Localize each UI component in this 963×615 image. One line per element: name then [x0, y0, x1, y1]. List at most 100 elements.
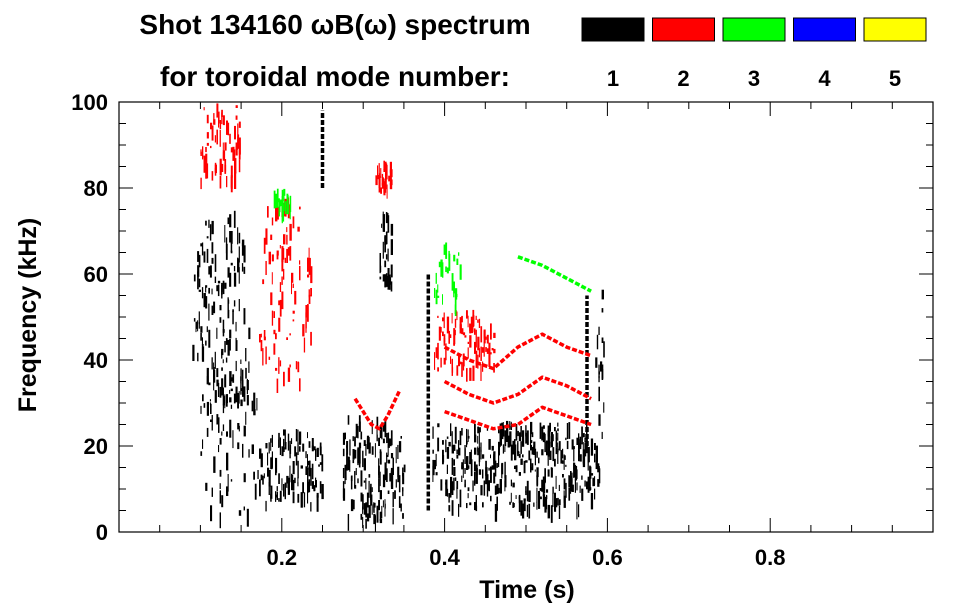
mode-1-pixel — [579, 485, 581, 493]
mode-1-pixel — [303, 492, 306, 508]
mode-2-pixel — [216, 103, 219, 118]
mode-3-pixel — [446, 267, 449, 274]
mode-1-pixel — [530, 458, 532, 473]
mode-2-pixel — [289, 333, 291, 336]
mode-1-pixel — [573, 463, 575, 470]
mode-2-pixel — [203, 155, 206, 173]
mode-1-pixel — [570, 491, 572, 494]
mode-2-pixel — [234, 171, 237, 189]
mode-1-pixel — [205, 296, 208, 309]
mode-1-pixel — [514, 465, 517, 469]
mode-1-pixel — [474, 461, 476, 471]
mode-1-pixel — [201, 242, 204, 256]
mode-2-pixel — [230, 175, 233, 193]
mode-1-pixel — [230, 404, 233, 409]
mode-1-pixel — [437, 437, 440, 452]
mode-1-pixel — [243, 386, 246, 402]
mode-2-pixel — [281, 258, 284, 272]
mode-1-pixel — [568, 422, 571, 439]
mode-1-pixel — [229, 338, 231, 351]
mode-1-pixel — [230, 388, 233, 392]
mode-1-pixel — [536, 475, 539, 487]
mode-1-pixel — [235, 337, 237, 351]
mode-2-pixel — [238, 159, 241, 173]
mode-1-pixel — [219, 469, 222, 477]
mode-1-pixel — [193, 274, 196, 282]
mode-1-pixel — [240, 368, 242, 381]
mode-1-pixel — [243, 473, 246, 483]
mode-1-pixel — [379, 490, 382, 500]
mode-1-pixel — [541, 426, 544, 441]
mode-1-pixel — [347, 415, 350, 425]
mode-2-pixel — [472, 322, 474, 332]
mode-2-pixel — [459, 317, 462, 334]
mode-1-pixel — [237, 423, 240, 430]
series-mode-1 — [192, 110, 605, 532]
mode-1-pixel — [522, 503, 525, 519]
mode-1-pixel — [381, 223, 383, 228]
mode-1-pixel — [571, 472, 573, 483]
mode-1-pixel — [446, 447, 450, 459]
mode-2-pixel — [450, 356, 452, 364]
mode-2-pixel — [200, 177, 202, 190]
mode-1-pixel — [366, 492, 369, 508]
mode-1-pixel — [216, 327, 218, 339]
mode-2-pixel — [378, 163, 380, 181]
mode-1-pixel — [562, 460, 564, 464]
mode-1-pixel — [464, 445, 466, 456]
mode-1-pixel — [225, 395, 228, 407]
mode-1-pixel — [598, 466, 600, 471]
mode-1-pixel — [526, 430, 529, 445]
mode-3-pixel — [456, 258, 459, 265]
mode-1-pixel — [270, 485, 273, 499]
mode-1-pixel — [224, 225, 226, 243]
mode-1-pixel — [552, 486, 554, 494]
mode-2-pixel — [383, 169, 385, 172]
mode-1-pixel — [295, 452, 298, 466]
mode-1-pixel — [494, 504, 498, 522]
mode-1-pixel — [498, 449, 500, 468]
mode-2-pixel — [278, 317, 281, 332]
mode-1-pixel — [229, 272, 232, 287]
mode-2-pixel — [229, 133, 231, 144]
mode-1-pixel — [365, 444, 367, 456]
mode-1-pixel — [202, 394, 204, 402]
mode-1-pixel — [392, 457, 394, 475]
mode-1-pixel — [512, 440, 515, 455]
mode-1-pixel — [478, 446, 481, 463]
mode-1-pixel — [206, 376, 209, 384]
mode-2-pixel — [281, 291, 284, 310]
mode-2-pixel — [310, 288, 312, 297]
mode-1-pixel — [450, 433, 452, 437]
mode-1-pixel — [238, 267, 240, 284]
mode-1-pixel — [480, 442, 482, 452]
mode-1-pixel — [525, 432, 528, 444]
legend-label-mode-4: 4 — [818, 66, 831, 91]
mode-1-pixel — [308, 441, 311, 448]
mode-1-pixel — [368, 480, 370, 498]
mode-1-pixel — [451, 500, 454, 516]
mode-1-pixel — [307, 432, 308, 439]
mode-1-pixel — [245, 411, 247, 425]
mode-1-pixel — [232, 310, 234, 325]
mode-1-pixel — [219, 317, 222, 323]
mode-3-pixel — [283, 192, 285, 208]
mode-2-pixel — [292, 319, 295, 322]
mode-1-pixel — [464, 479, 466, 488]
mode-1-pixel — [386, 468, 388, 482]
mode-1-pixel — [248, 449, 250, 458]
mode-1-pixel — [493, 451, 496, 464]
mode-1-pixel — [200, 451, 203, 456]
mode-1-pixel — [368, 442, 371, 454]
mode-1-pixel — [469, 502, 472, 506]
mode-2-pixel — [480, 363, 482, 381]
mode-2-pixel — [226, 176, 228, 188]
mode-1-pixel — [222, 329, 225, 333]
mode-2-pixel — [380, 168, 382, 178]
mode-2-pixel — [299, 260, 301, 265]
mode-1-pixel — [595, 357, 598, 368]
mode-2-pixel — [470, 316, 474, 334]
mode-1-pixel — [397, 444, 399, 459]
mode-2-pixel — [443, 312, 445, 329]
mode-2-pixel — [466, 368, 468, 382]
